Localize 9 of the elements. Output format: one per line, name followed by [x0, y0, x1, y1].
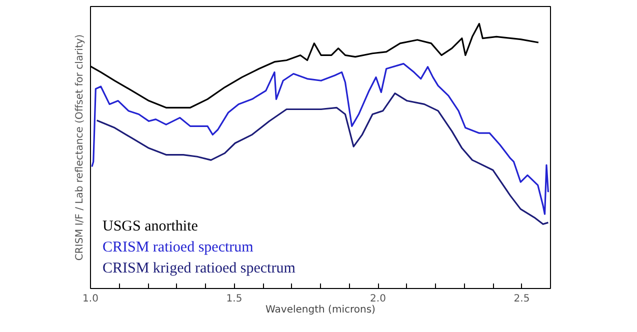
text: CRISM ratioed spectrum — [102, 240, 254, 256]
x-tick-label: 1.0 — [82, 294, 98, 304]
x-tick-label: 2.5 — [514, 294, 530, 304]
x-axis-title: Wavelength (microns) — [266, 304, 376, 316]
text: CRISM kriged ratioed spectrum — [102, 260, 296, 276]
text: USGS anorthite — [102, 218, 198, 234]
x-tick-label: 1.5 — [226, 294, 242, 304]
y-axis-title: CRISM I/F / Lab reflectance (Offset for clarity) — [74, 34, 86, 261]
x-tick-label: 2.0 — [370, 294, 386, 304]
